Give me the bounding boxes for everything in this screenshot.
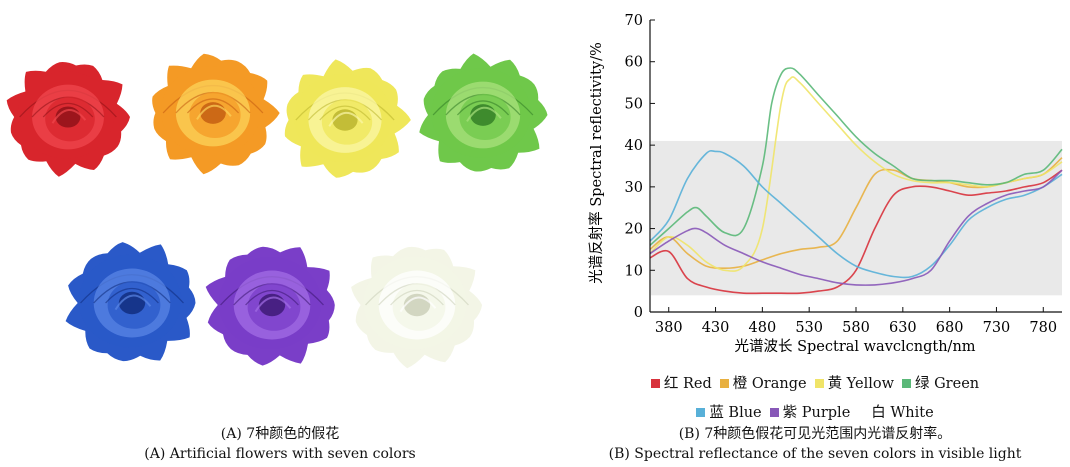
legend-item: 红 Red [650, 372, 712, 393]
y-axis-label: 光谱反射率 Spectral reflectivity/% [588, 42, 605, 284]
y-tick-label: 70 [625, 13, 643, 29]
x-tick-label: 680 [936, 320, 964, 336]
flower-purple [205, 246, 335, 366]
legend-item: 白 White [858, 401, 934, 422]
series-line-2 [649, 76, 1063, 272]
legend-swatch [696, 408, 706, 417]
left-caption-cn: (A) 7种颜色的假花 [220, 426, 340, 442]
legend-swatch [814, 379, 824, 388]
series-line-0 [649, 169, 1063, 295]
legend-label: 绿 Green [914, 376, 980, 392]
x-tick-label: 730 [983, 320, 1011, 336]
series-line-4 [649, 149, 1063, 279]
legend-item: 绿 Green [901, 372, 980, 393]
flower-blue [65, 242, 196, 362]
legend-item: 橙 Orange [719, 372, 807, 393]
x-tick-label: 480 [749, 320, 777, 336]
legend-label: 黄 Yellow [827, 376, 894, 392]
legend-swatch [858, 408, 868, 417]
legend-swatch [719, 379, 729, 388]
x-tick-label: 380 [655, 320, 683, 336]
legend-label: 紫 Purple [782, 405, 851, 421]
y-tick-label: 60 [625, 55, 643, 71]
legend-swatch [769, 408, 779, 417]
flower-red [6, 62, 131, 177]
x-tick-label: 630 [889, 320, 917, 336]
y-tick-label: 10 [625, 263, 643, 279]
x-tick-label: 780 [1029, 320, 1057, 336]
x-tick-label: 580 [842, 320, 870, 336]
legend-swatch [901, 379, 911, 388]
flower-green [419, 53, 548, 172]
y-tick-label: 40 [625, 138, 643, 154]
left-caption-en: (A) Artificial flowers with seven colors [144, 446, 416, 462]
flower-panel: (A) 7种颜色的假花 (A) Artificial flowers with … [6, 53, 548, 462]
series-layer [649, 67, 1063, 295]
y-tick-label: 50 [625, 96, 643, 112]
x-tick-label: 530 [795, 320, 823, 336]
x-axis-label: 光谱波长 Spectral wavclcngth/nm [734, 338, 975, 355]
series-line-5 [649, 169, 1063, 286]
axes-layer: 0 10 20 30 40 50 60 70 380 430 480 530 580 630 680 730 7… [625, 13, 1062, 336]
plot-background [651, 140, 1062, 296]
flower-yellow [284, 59, 411, 178]
reflectance-chart: 0 10 20 30 40 50 60 70 380 430 480 530 580 630 680 730 7… [588, 13, 1063, 355]
legend-label: 红 Red [663, 376, 712, 392]
legend-row: 红 Red 橙 Orange 黄 Yellow 绿 Green [560, 372, 1070, 393]
y-tick-label: 30 [625, 180, 643, 196]
flower-white [351, 246, 483, 369]
flowers-image [6, 53, 548, 369]
flower-orange [152, 53, 280, 175]
chart-panel: 0 10 20 30 40 50 60 70 380 430 480 530 580 630 680 730 7… [560, 0, 1070, 467]
legend-item: 黄 Yellow [814, 372, 894, 393]
y-tick-label: 20 [625, 222, 643, 238]
legend-item: 紫 Purple [769, 401, 851, 422]
x-tick-label: 430 [702, 320, 730, 336]
right-caption-cn: (B) 7种颜色假花可见光范围内光谱反射率。 [678, 426, 952, 442]
y-tick-label: 0 [634, 305, 643, 321]
legend-label: 蓝 Blue [709, 405, 762, 421]
legend-row: 蓝 Blue 紫 Purple 白 White [560, 401, 1070, 422]
legend-label: 白 White [871, 405, 934, 421]
series-line-3 [649, 67, 1063, 246]
legend-label: 橙 Orange [732, 376, 807, 392]
right-caption-en: (B) Spectral reflectance of the seven co… [608, 446, 1022, 462]
legend-swatch [650, 379, 660, 388]
legend-item: 蓝 Blue [696, 401, 762, 422]
